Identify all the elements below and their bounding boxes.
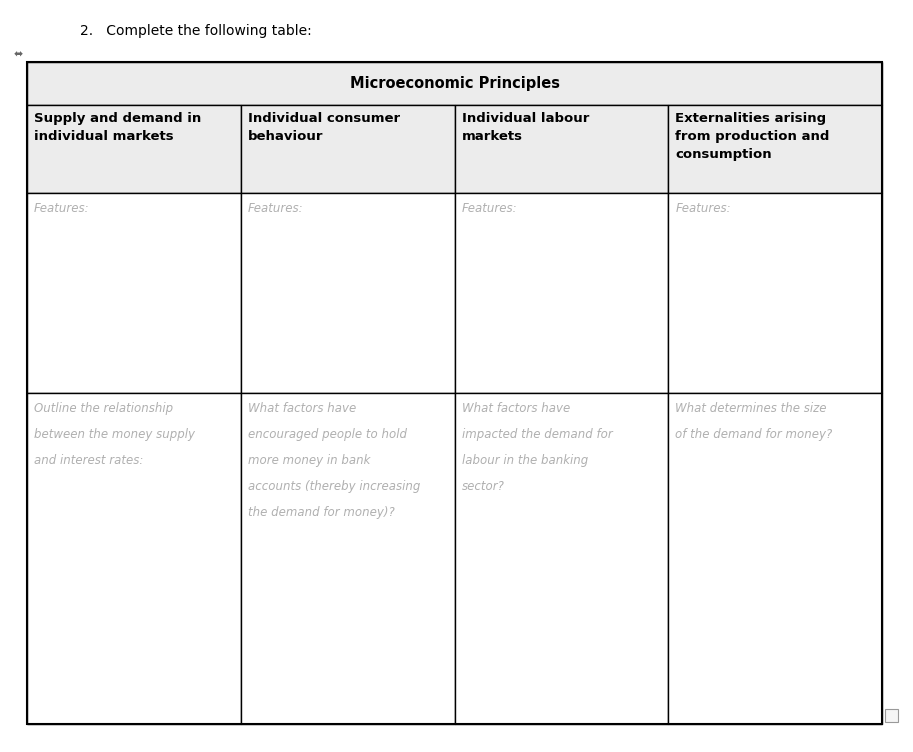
Bar xyxy=(668,393,882,724)
Bar xyxy=(885,709,898,722)
Text: What determines the size

of the demand for money?: What determines the size of the demand f… xyxy=(676,402,833,441)
Text: Individual labour
markets: Individual labour markets xyxy=(461,112,589,143)
Text: Supply and demand in
individual markets: Supply and demand in individual markets xyxy=(34,112,201,143)
Bar xyxy=(27,393,241,724)
Text: Individual consumer
behaviour: Individual consumer behaviour xyxy=(247,112,400,143)
Bar xyxy=(241,393,455,724)
Text: Outline the relationship

between the money supply

and interest rates:: Outline the relationship between the mon… xyxy=(34,402,195,467)
Text: What factors have

impacted the demand for

labour in the banking

sector?: What factors have impacted the demand fo… xyxy=(461,402,613,493)
Text: What factors have

encouraged people to hold

more money in bank

accounts (ther: What factors have encouraged people to h… xyxy=(247,402,420,519)
Text: Features:: Features: xyxy=(676,202,731,215)
Bar xyxy=(455,393,668,724)
Bar xyxy=(27,105,241,193)
Bar xyxy=(455,193,668,393)
Bar xyxy=(668,193,882,393)
Bar xyxy=(27,193,241,393)
Bar xyxy=(27,62,882,724)
Bar xyxy=(241,193,455,393)
Text: ⬌: ⬌ xyxy=(14,50,24,60)
Bar xyxy=(668,105,882,193)
Text: Features:: Features: xyxy=(34,202,89,215)
Text: 2.   Complete the following table:: 2. Complete the following table: xyxy=(80,24,311,38)
Bar xyxy=(455,105,668,193)
Text: Features:: Features: xyxy=(247,202,303,215)
Text: Microeconomic Principles: Microeconomic Principles xyxy=(350,76,560,91)
Text: Externalities arising
from production and
consumption: Externalities arising from production an… xyxy=(676,112,830,161)
Text: Features:: Features: xyxy=(461,202,517,215)
Bar xyxy=(241,105,455,193)
Bar xyxy=(27,62,882,105)
